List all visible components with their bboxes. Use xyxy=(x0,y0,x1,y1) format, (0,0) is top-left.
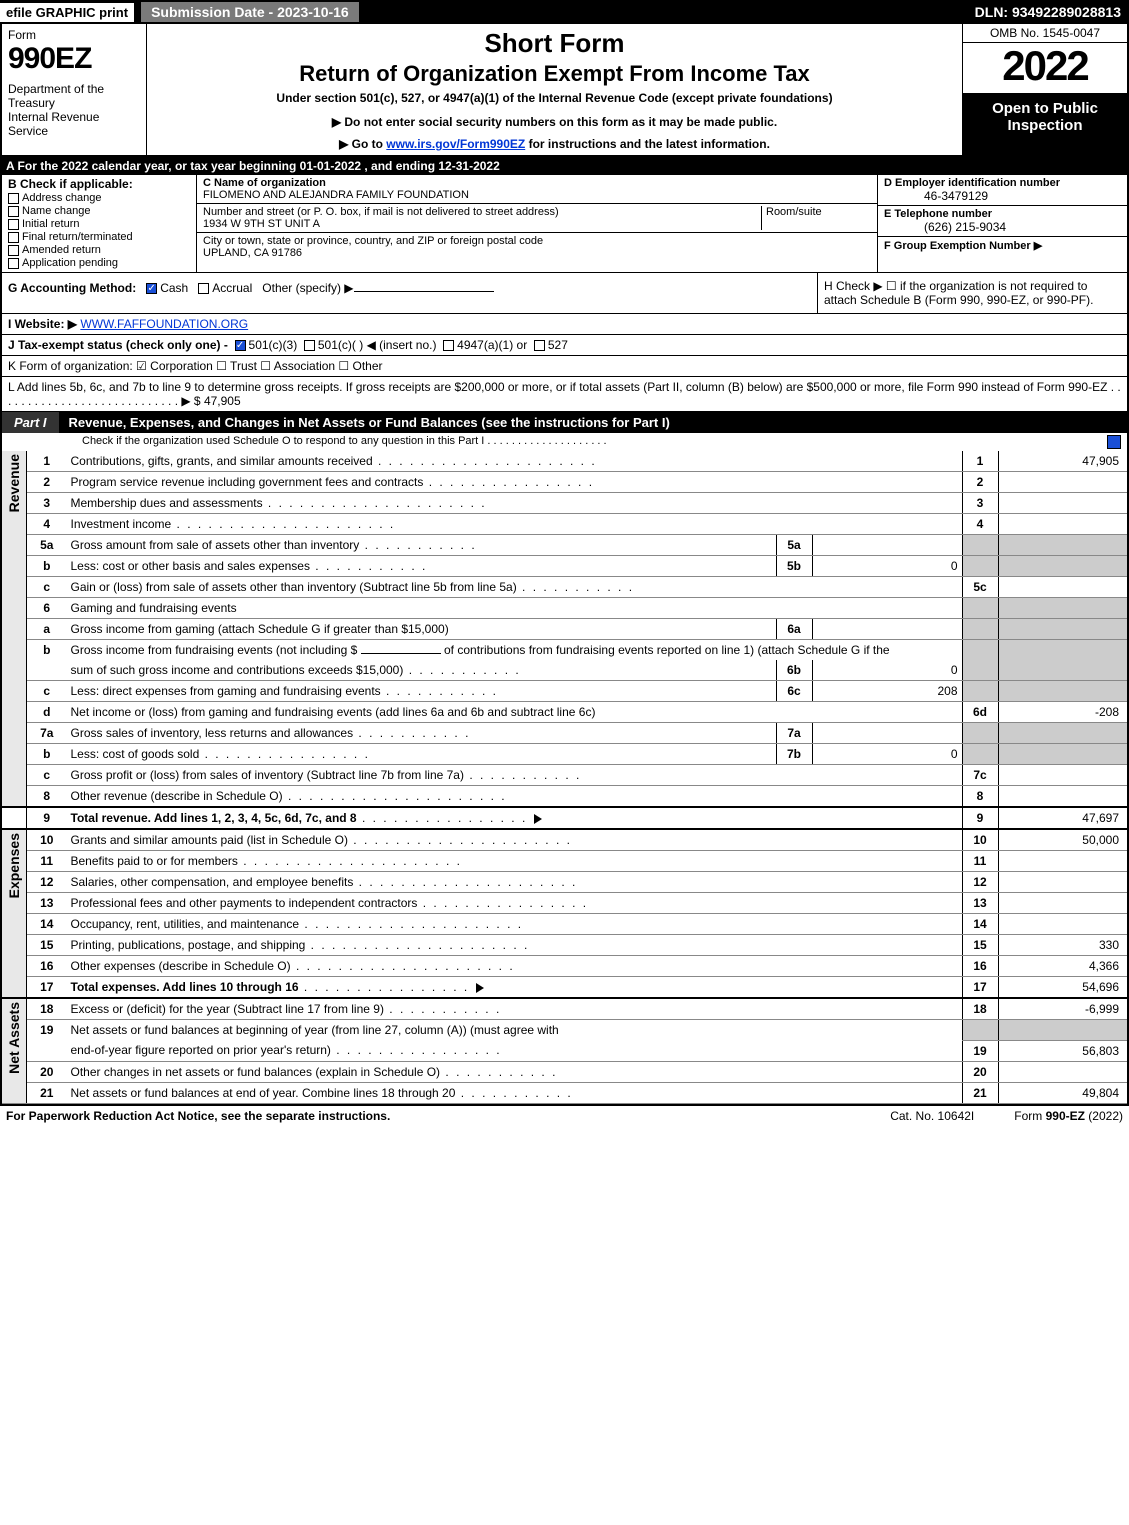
open-inspection: Open to Public Inspection xyxy=(963,94,1127,155)
city-row: City or town, state or province, country… xyxy=(197,233,877,261)
form-header: Form 990EZ Department of the Treasury In… xyxy=(0,24,1129,157)
row-j-tax-exempt: J Tax-exempt status (check only one) - 5… xyxy=(0,335,1129,356)
fundraising-contrib-input[interactable] xyxy=(361,653,441,654)
chk-amended-return[interactable]: Amended return xyxy=(8,244,190,256)
org-name: FILOMENO AND ALEJANDRA FAMILY FOUNDATION xyxy=(203,189,469,201)
ein-value: 46-3479129 xyxy=(884,189,1121,203)
row-i-website: I Website: ▶ WWW.FAFFOUNDATION.ORG xyxy=(0,314,1129,335)
col-d-ein-tel: D Employer identification number 46-3479… xyxy=(877,175,1127,272)
city-label: City or town, state or province, country… xyxy=(203,235,543,247)
section-g-h: G Accounting Method: Cash Accrual Other … xyxy=(0,272,1129,314)
street-row: Number and street (or P. O. box, if mail… xyxy=(197,204,877,233)
part-1-header: Part I Revenue, Expenses, and Changes in… xyxy=(0,412,1129,433)
section-b-c-d: B Check if applicable: Address change Na… xyxy=(0,175,1129,272)
tel-label: E Telephone number xyxy=(884,208,992,220)
form-number: 990EZ xyxy=(8,42,140,76)
arrow-icon xyxy=(476,983,484,993)
line-1-rnum: 1 xyxy=(962,451,998,472)
department-label: Department of the Treasury Internal Reve… xyxy=(8,82,140,138)
part-1-subtitle: Check if the organization used Schedule … xyxy=(0,433,1129,451)
chk-final-return[interactable]: Final return/terminated xyxy=(8,231,190,243)
form-ref: Form 990-EZ (2022) xyxy=(1014,1109,1123,1123)
room-label: Room/suite xyxy=(766,206,822,218)
header-left: Form 990EZ Department of the Treasury In… xyxy=(2,24,147,155)
other-specify-input[interactable] xyxy=(354,291,494,292)
chk-527[interactable] xyxy=(534,340,545,351)
goto-link[interactable]: www.irs.gov/Form990EZ xyxy=(386,137,525,151)
tel-row: E Telephone number (626) 215-9034 xyxy=(878,206,1127,237)
chk-cash[interactable] xyxy=(146,283,157,294)
street-label: Number and street (or P. O. box, if mail… xyxy=(203,206,559,218)
part-1-tab: Part I xyxy=(2,412,59,433)
net-assets-section-label: Net Assets xyxy=(1,998,27,1103)
row-k-form-org: K Form of organization: ☑ Corporation ☐ … xyxy=(0,356,1129,377)
chk-501c[interactable] xyxy=(304,340,315,351)
arrow-icon xyxy=(534,814,542,824)
return-title: Return of Organization Exempt From Incom… xyxy=(157,61,952,87)
group-exemption-label: F Group Exemption Number ▶ xyxy=(884,240,1042,252)
website-link[interactable]: WWW.FAFFOUNDATION.ORG xyxy=(80,317,248,331)
page-footer: For Paperwork Reduction Act Notice, see … xyxy=(0,1104,1129,1126)
chk-address-change[interactable]: Address change xyxy=(8,192,190,204)
goto-line: ▶ Go to www.irs.gov/Form990EZ for instru… xyxy=(157,137,952,151)
line-1-num: 1 xyxy=(27,451,67,472)
org-name-label: C Name of organization xyxy=(203,177,326,189)
revenue-section-label: Revenue xyxy=(1,451,27,807)
top-bar: efile GRAPHIC print Submission Date - 20… xyxy=(0,0,1129,24)
chk-application-pending[interactable]: Application pending xyxy=(8,257,190,269)
part-1-schedule-o-check[interactable] xyxy=(1107,435,1121,449)
under-section: Under section 501(c), 527, or 4947(a)(1)… xyxy=(157,91,952,105)
line-1-value: 47,905 xyxy=(998,451,1128,472)
chk-4947[interactable] xyxy=(443,340,454,351)
header-right: OMB No. 1545-0047 2022 Open to Public In… xyxy=(962,24,1127,155)
org-name-row: C Name of organization FILOMENO AND ALEJ… xyxy=(197,175,877,204)
goto-pre: ▶ Go to xyxy=(339,137,386,151)
row-l-gross-receipts: L Add lines 5b, 6c, and 7b to line 9 to … xyxy=(0,377,1129,412)
group-exemption-row: F Group Exemption Number ▶ xyxy=(878,237,1127,254)
chk-initial-return[interactable]: Initial return xyxy=(8,218,190,230)
header-middle: Short Form Return of Organization Exempt… xyxy=(147,24,962,155)
form-word: Form xyxy=(8,28,140,42)
col-c-org-info: C Name of organization FILOMENO AND ALEJ… xyxy=(197,175,877,272)
part-1-title: Revenue, Expenses, and Changes in Net As… xyxy=(59,412,680,433)
col-b-checkboxes: B Check if applicable: Address change Na… xyxy=(2,175,197,272)
cat-no: Cat. No. 10642I xyxy=(890,1109,974,1123)
omb-number: OMB No. 1545-0047 xyxy=(963,24,1127,43)
accounting-method: G Accounting Method: Cash Accrual Other … xyxy=(8,281,811,295)
tax-year: 2022 xyxy=(963,43,1127,94)
col-g: G Accounting Method: Cash Accrual Other … xyxy=(2,273,817,313)
col-b-header: B Check if applicable: xyxy=(8,177,190,191)
ein-label: D Employer identification number xyxy=(884,177,1060,189)
tel-value: (626) 215-9034 xyxy=(884,220,1121,234)
expenses-section-label: Expenses xyxy=(1,829,27,998)
city-value: UPLAND, CA 91786 xyxy=(203,247,302,259)
efile-label: efile GRAPHIC print xyxy=(0,3,134,22)
lines-table: Revenue 1 Contributions, gifts, grants, … xyxy=(0,451,1129,1104)
ein-row: D Employer identification number 46-3479… xyxy=(878,175,1127,206)
short-form-title: Short Form xyxy=(157,28,952,59)
paperwork-notice: For Paperwork Reduction Act Notice, see … xyxy=(6,1109,390,1123)
chk-501c3[interactable] xyxy=(235,340,246,351)
goto-post: for instructions and the latest informat… xyxy=(525,137,770,151)
street-value: 1934 W 9TH ST UNIT A xyxy=(203,218,320,230)
ssn-warning: ▶ Do not enter social security numbers o… xyxy=(157,115,952,129)
row-a-tax-year: A For the 2022 calendar year, or tax yea… xyxy=(0,157,1129,175)
dln-label: DLN: 93492289028813 xyxy=(975,4,1129,20)
chk-name-change[interactable]: Name change xyxy=(8,205,190,217)
line-1-desc: Contributions, gifts, grants, and simila… xyxy=(67,451,963,472)
chk-accrual[interactable] xyxy=(198,283,209,294)
col-h-schedule-b: H Check ▶ ☐ if the organization is not r… xyxy=(817,273,1127,313)
submission-date: Submission Date - 2023-10-16 xyxy=(140,1,360,23)
